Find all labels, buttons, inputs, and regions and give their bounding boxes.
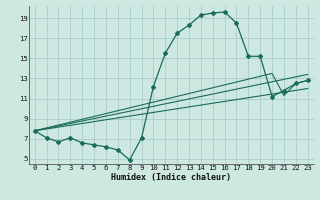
X-axis label: Humidex (Indice chaleur): Humidex (Indice chaleur) — [111, 173, 231, 182]
